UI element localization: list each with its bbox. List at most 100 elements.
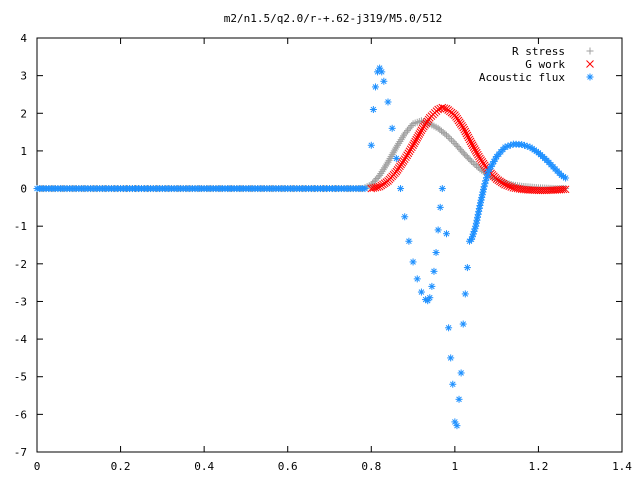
data-point bbox=[505, 182, 514, 191]
series-layer bbox=[33, 64, 570, 430]
data-point bbox=[409, 141, 417, 150]
data-point bbox=[411, 137, 420, 146]
legend-label: G work bbox=[525, 58, 565, 71]
data-point bbox=[446, 134, 454, 142]
data-point bbox=[397, 185, 405, 193]
data-point bbox=[465, 135, 474, 144]
data-point bbox=[380, 77, 388, 85]
data-point bbox=[447, 354, 455, 362]
data-point bbox=[466, 137, 475, 146]
legend-marker bbox=[586, 47, 594, 55]
y-tick-label: 3 bbox=[20, 70, 27, 83]
y-tick-label: 4 bbox=[20, 32, 27, 45]
data-point bbox=[460, 125, 469, 134]
data-point bbox=[409, 258, 417, 266]
data-point bbox=[473, 162, 481, 170]
x-tick-label: 0.6 bbox=[278, 460, 298, 473]
y-tick-label: -2 bbox=[14, 258, 27, 271]
data-point bbox=[448, 136, 456, 144]
data-point bbox=[561, 185, 570, 194]
data-point bbox=[459, 123, 468, 132]
data-point bbox=[401, 213, 409, 221]
data-point bbox=[469, 159, 477, 167]
data-point bbox=[408, 143, 416, 152]
data-point bbox=[403, 151, 411, 160]
data-point bbox=[410, 139, 418, 148]
data-point bbox=[463, 131, 472, 140]
data-point bbox=[464, 133, 473, 142]
data-point bbox=[472, 148, 481, 157]
data-point bbox=[562, 174, 570, 182]
data-point bbox=[414, 132, 423, 140]
data-point bbox=[415, 130, 424, 138]
data-point bbox=[471, 160, 479, 168]
data-point bbox=[468, 141, 477, 150]
data-point bbox=[449, 138, 457, 146]
data-point bbox=[449, 380, 457, 388]
y-tick-label: -6 bbox=[14, 408, 27, 421]
data-point bbox=[443, 230, 450, 238]
x-tick-label: 1.2 bbox=[528, 460, 548, 473]
data-point bbox=[441, 130, 449, 138]
data-point bbox=[432, 249, 440, 257]
x-tick-label: 1 bbox=[452, 460, 459, 473]
data-point bbox=[467, 139, 476, 148]
y-tick-label: 1 bbox=[20, 145, 27, 158]
data-point bbox=[428, 282, 436, 290]
y-tick-label: -7 bbox=[14, 446, 27, 459]
y-tick-label: 2 bbox=[20, 107, 27, 120]
data-point bbox=[406, 145, 415, 154]
data-point bbox=[434, 105, 442, 114]
legend-label: Acoustic flux bbox=[479, 71, 565, 84]
data-point bbox=[463, 264, 471, 272]
data-point bbox=[438, 185, 446, 193]
data-point bbox=[455, 395, 463, 403]
data-point bbox=[424, 297, 432, 305]
data-point bbox=[473, 150, 482, 159]
x-tick-label: 0 bbox=[34, 460, 41, 473]
x-tick-label: 0.2 bbox=[111, 460, 131, 473]
data-point bbox=[440, 104, 449, 113]
data-point bbox=[384, 98, 392, 106]
data-point bbox=[413, 275, 421, 283]
y-tick-label: -4 bbox=[14, 333, 28, 346]
data-point bbox=[412, 135, 421, 144]
data-point bbox=[443, 131, 450, 139]
data-point bbox=[471, 147, 480, 155]
data-point bbox=[402, 153, 410, 162]
legend-marker bbox=[586, 60, 594, 68]
data-point bbox=[475, 207, 483, 215]
data-point bbox=[503, 181, 511, 190]
data-point bbox=[444, 133, 452, 141]
data-point bbox=[413, 133, 422, 142]
data-point bbox=[469, 143, 478, 151]
data-point bbox=[392, 154, 400, 162]
x-tick-label: 0.8 bbox=[361, 460, 381, 473]
x-tick-label: 1.4 bbox=[612, 460, 632, 473]
data-point bbox=[416, 128, 425, 136]
data-point bbox=[405, 147, 414, 156]
data-point bbox=[461, 290, 469, 298]
data-point bbox=[459, 320, 467, 328]
data-point bbox=[468, 157, 476, 165]
data-point bbox=[417, 288, 425, 296]
y-tick-label: -3 bbox=[14, 295, 27, 308]
data-point bbox=[404, 149, 413, 158]
data-point bbox=[369, 106, 377, 114]
data-point bbox=[559, 185, 568, 194]
x-tick-label: 0.4 bbox=[194, 460, 214, 473]
data-point bbox=[436, 203, 444, 211]
data-point bbox=[367, 141, 375, 149]
y-tick-label: -1 bbox=[14, 220, 27, 233]
data-point bbox=[453, 422, 461, 430]
data-point bbox=[501, 180, 509, 189]
plot-frame bbox=[36, 37, 623, 453]
data-point bbox=[462, 129, 471, 138]
chart-title: m2/n1.5/q2.0/r-+.62-j319/M5.0/512 bbox=[224, 12, 443, 25]
data-point bbox=[461, 127, 470, 136]
data-point bbox=[466, 156, 474, 164]
legend-marker bbox=[586, 73, 594, 81]
y-tick-label: 0 bbox=[20, 183, 27, 196]
data-point bbox=[361, 185, 369, 193]
